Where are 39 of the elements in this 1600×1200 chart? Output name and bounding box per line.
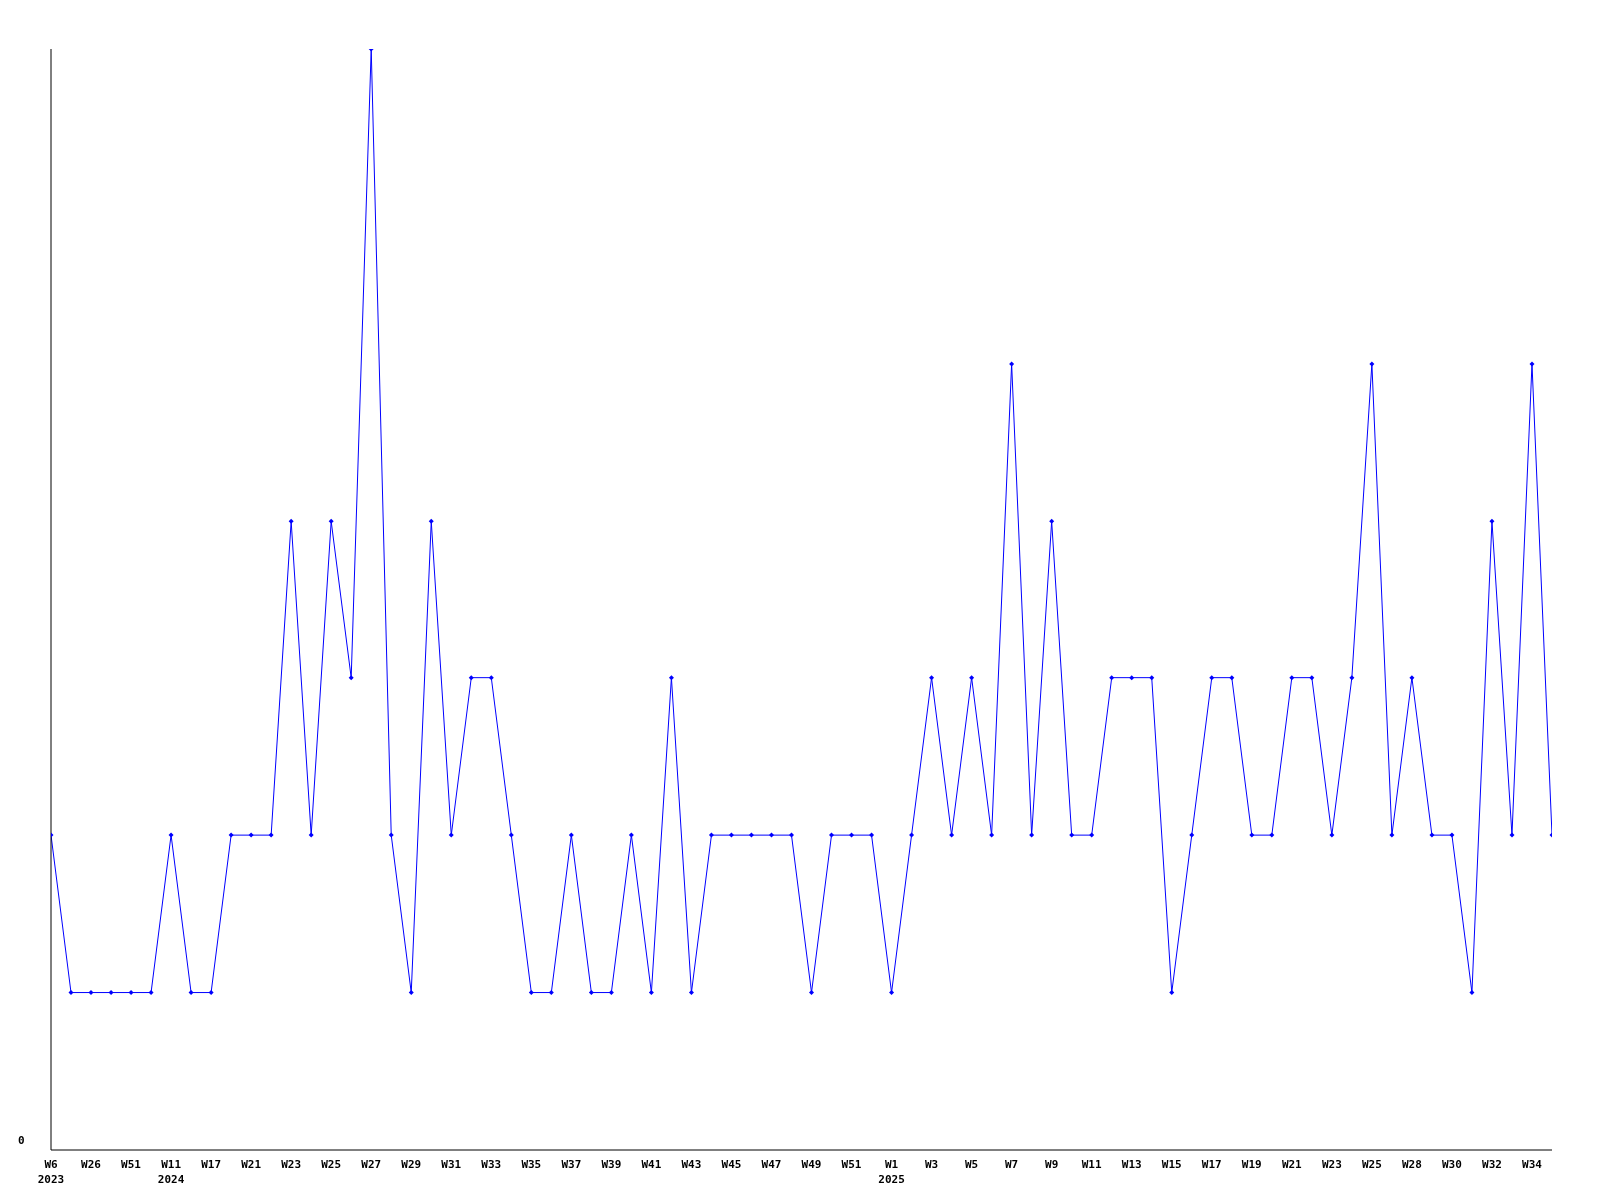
x-tick-label: W32 [1482,1158,1502,1171]
x-tick-label: W13 [1121,1158,1142,1171]
x-tick-label: W21 [1281,1158,1303,1171]
x-tick-label: W41 [641,1158,662,1171]
x-tick-label: W1 2025 [878,1158,905,1186]
x-tick-label: W34 [1522,1158,1543,1171]
x-tick-label: W43 [681,1158,702,1171]
x-tick-label: W51 [841,1158,862,1171]
x-tick-label: W3 [924,1158,939,1171]
x-tick-label: W23 [281,1158,302,1171]
x-tick-label: W39 [601,1158,622,1171]
x-tick-label: W51 [121,1158,142,1171]
x-tick-label: W49 [801,1158,822,1171]
x-tick-label: W45 [721,1158,742,1171]
x-tick-label: W23 [1321,1158,1342,1171]
x-tick-label: W28 [1401,1158,1422,1171]
x-tick-label: W47 [761,1158,782,1171]
x-tick-label: W7 [1005,1158,1019,1171]
text: 0 [18,1134,25,1147]
x-tick-label: W27 [361,1158,382,1171]
x-tick-label: W26 [81,1158,102,1171]
x-tick-label: W9 [1045,1158,1059,1171]
x-tick-label: W11 2024 [157,1158,185,1186]
x-tick-label: W29 [401,1158,422,1171]
x-tick-label: W6 2023 [37,1158,65,1186]
x-tick-label: W5 [964,1158,979,1171]
x-tick-label: W30 [1442,1158,1462,1171]
x-tick-label: W11 [1081,1158,1102,1171]
x-tick-label: W17 [201,1158,222,1171]
x-tick-label: W19 [1241,1158,1262,1171]
x-tick-label: W21 [241,1158,262,1171]
x-tick-label: W25 [1361,1158,1382,1171]
x-tick-label: W33 [481,1158,502,1171]
x-tick-label: W37 [561,1158,582,1171]
x-tick-label: W35 [521,1158,542,1171]
x-tick-label: W25 [321,1158,342,1171]
x-tick-label: W17 [1201,1158,1222,1171]
x-tick-label: W15 [1161,1158,1182,1171]
x-tick-label: W31 [441,1158,462,1171]
